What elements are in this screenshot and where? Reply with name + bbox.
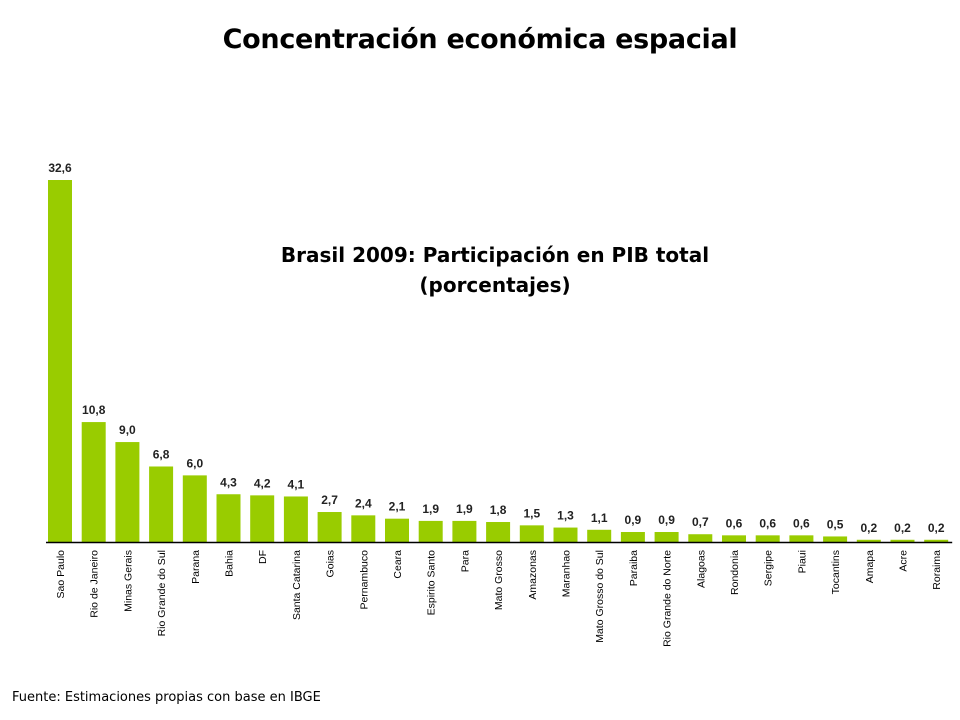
data-label: 0,2 (928, 521, 945, 535)
data-label: 6,0 (186, 456, 203, 470)
bar (317, 512, 342, 542)
category-label: Espirito Santo (426, 550, 438, 616)
category-label: Maranhao (561, 550, 573, 597)
category-label: Parana (190, 550, 202, 584)
bar (519, 525, 544, 542)
category-label: Roraima (931, 550, 943, 590)
bar (418, 520, 443, 542)
data-label: 0,2 (894, 521, 911, 535)
bar (283, 496, 308, 542)
category-label: Mato Grosso (493, 550, 505, 610)
category-label: Ceara (392, 550, 404, 579)
category-label: Santa Catarina (291, 550, 303, 620)
data-label: 2,7 (321, 493, 338, 507)
category-label: Paraiba (628, 550, 640, 586)
data-label: 0,5 (827, 517, 844, 531)
chart-title-line-2: (porcentajes) (419, 273, 571, 297)
data-label: 1,9 (456, 502, 473, 516)
category-label: Amapa (864, 550, 876, 583)
data-label: 6,8 (153, 447, 170, 461)
bar (115, 442, 140, 542)
bar (149, 466, 174, 542)
chart-title: Brasil 2009: Participación en PIB total … (240, 240, 750, 300)
bar (890, 539, 915, 542)
data-label: 9,0 (119, 423, 136, 437)
bar (81, 422, 106, 542)
bar (452, 520, 477, 542)
category-label: Mato Grosso do Sul (594, 550, 606, 643)
category-label: Sao Paulo (55, 550, 67, 599)
category-label: Rio Grande do Norte (662, 550, 674, 647)
data-label: 1,9 (422, 502, 439, 516)
category-label: Pernambuco (358, 550, 370, 610)
bar (48, 180, 72, 542)
category-label: Para (459, 550, 471, 572)
data-label: 2,1 (389, 500, 406, 514)
category-label: Alagoas (695, 550, 707, 588)
data-label: 4,3 (220, 475, 237, 489)
category-label: Amazonas (527, 550, 539, 600)
bar (182, 475, 207, 542)
data-label: 1,5 (523, 506, 540, 520)
category-label: Sergipe (763, 550, 775, 586)
category-label: Rondonia (729, 550, 741, 595)
bar (385, 518, 409, 542)
slide-title: Concentración económica espacial (222, 24, 738, 55)
data-label: 10,8 (82, 403, 106, 417)
data-label: 32,6 (48, 161, 72, 175)
category-label: Acre (898, 550, 910, 572)
data-label: 4,2 (254, 476, 271, 490)
bar (250, 495, 275, 542)
bar (924, 539, 949, 542)
data-label: 1,8 (490, 503, 507, 517)
bar (823, 536, 848, 542)
category-label: Piaui (796, 550, 808, 573)
category-label: Minas Gerais (122, 550, 134, 612)
data-label: 0,6 (726, 516, 743, 530)
bar (620, 532, 645, 542)
category-label: Tocantins (830, 550, 842, 594)
data-label: 0,2 (860, 521, 877, 535)
category-label: Rio Grande do Sul (156, 550, 168, 636)
data-label: 4,1 (288, 477, 305, 491)
bar (654, 532, 679, 542)
data-label: 0,9 (658, 513, 675, 527)
data-label: 0,9 (625, 513, 642, 527)
bar (688, 534, 713, 542)
bar (755, 535, 780, 542)
bar (789, 535, 814, 542)
bar (486, 522, 511, 542)
data-label: 1,3 (557, 509, 574, 523)
data-label: 1,1 (591, 511, 608, 525)
bar (856, 539, 881, 542)
category-label: Rio de Janeiro (89, 550, 101, 618)
bar (722, 535, 746, 542)
bar (553, 527, 578, 542)
bar (216, 494, 241, 542)
data-label: 2,4 (355, 496, 372, 510)
category-label: Goias (325, 550, 337, 577)
source-note: Fuente: Estimaciones propias con base en… (12, 690, 321, 705)
data-label: 0,6 (759, 516, 776, 530)
data-label: 0,6 (793, 516, 810, 530)
category-label: DF (257, 550, 269, 564)
category-label: Bahia (224, 550, 236, 577)
bar (351, 515, 376, 542)
bar (587, 529, 612, 542)
chart-title-line-1: Brasil 2009: Participación en PIB total (280, 243, 710, 267)
data-label: 0,7 (692, 515, 709, 529)
